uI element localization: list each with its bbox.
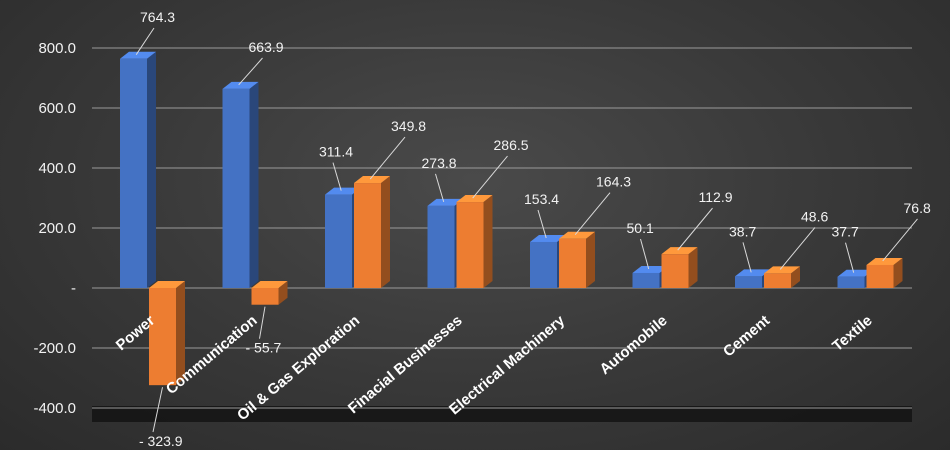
bar-top [837,269,874,277]
data-label: 76.8 [904,200,931,216]
label-leader [537,209,547,239]
label-leader [677,207,713,251]
label-leader [259,306,266,339]
label-leader [640,238,650,270]
bar [632,272,660,288]
data-label: 311.4 [319,144,353,160]
category-label: Cement [720,312,773,360]
bar-top [325,187,361,195]
y-tick-label: 400.0 [38,160,76,177]
data-label: 50.1 [627,220,654,236]
y-tick-label: -200.0 [33,340,76,357]
y-tick-label: - [71,280,76,297]
data-label: - 55.7 [246,340,282,356]
data-label: 286.5 [494,137,529,153]
bar-side [483,195,493,288]
bar [149,288,176,386]
bar-top [764,266,800,274]
bar-top [735,269,771,277]
bar-side [893,257,903,288]
bar [120,58,147,289]
bar-top [149,281,185,288]
bar-top [222,81,259,89]
bar-side [381,176,390,288]
bar-top [427,198,464,206]
data-label: 48.6 [801,208,828,224]
y-tick-label: 200.0 [38,220,76,237]
bar-side [586,231,595,288]
bar [764,273,791,288]
label-leader [742,242,752,273]
bar [661,254,689,288]
data-label: - 323.9 [139,433,183,449]
data-label: 663.9 [249,39,284,55]
bar-top [632,265,669,273]
label-leader [238,57,263,86]
bar-side [278,281,288,305]
category-label: Finacial Businesses [345,312,466,417]
bar-side [176,281,185,386]
bar-top [866,257,903,265]
bar-top [661,247,698,255]
bar [427,205,455,288]
data-label: 764.3 [140,9,175,25]
data-label: 273.8 [422,155,457,171]
category-label: Electrical Machinery [446,312,569,419]
bar [354,183,381,288]
bar [222,88,250,288]
bar-top [354,176,390,184]
label-leader [369,136,406,180]
y-tick-label: -400.0 [33,400,76,417]
label-leader [779,227,816,270]
bar [325,194,352,288]
y-tick-label: 800.0 [38,40,76,57]
data-label: 38.7 [729,223,756,239]
data-label: 153.4 [524,191,559,207]
label-leader [152,387,163,433]
bar [456,202,484,288]
label-leader [135,27,155,55]
label-leader [882,218,918,262]
bar-top [530,234,566,242]
label-leader [435,173,445,203]
bar-side [688,247,698,288]
data-label: 112.9 [699,189,733,205]
bar-top [559,231,595,239]
bar [530,241,557,288]
label-leader [472,155,508,199]
bar-top [120,51,156,59]
data-label: 37.7 [832,224,859,240]
data-label: 164.3 [596,174,631,190]
category-label: Automobile [596,312,670,378]
bar-top [251,281,288,288]
bar [559,238,586,288]
bar-top [456,195,493,203]
floor-shadow [92,406,912,422]
data-label: 349.8 [391,118,426,134]
bar-side [147,51,156,289]
bar [251,288,279,305]
bar [866,264,894,288]
y-tick-label: 600.0 [38,100,76,117]
bar [735,276,762,288]
bar-side [791,266,800,288]
bar-side [249,81,259,288]
bar [837,276,865,288]
label-leader [574,192,611,236]
label-leader [332,162,342,191]
label-leader [845,242,855,273]
